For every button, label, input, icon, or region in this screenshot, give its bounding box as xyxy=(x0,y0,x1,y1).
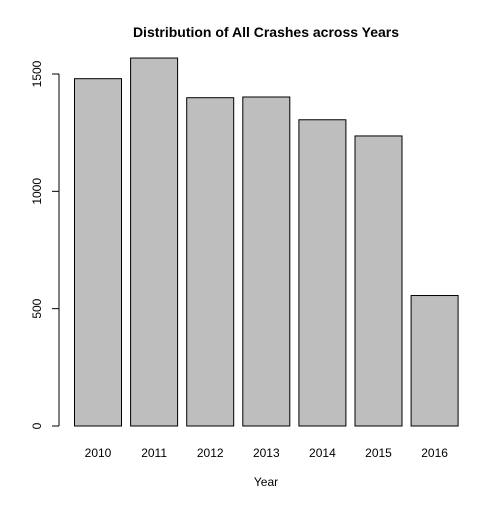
x-tick-label-2015: 2015 xyxy=(365,446,392,460)
x-tick-label-2013: 2013 xyxy=(253,446,280,460)
y-tick-label: 500 xyxy=(30,298,44,318)
bar-2014 xyxy=(298,119,347,427)
bar-2010 xyxy=(74,78,122,427)
bar-2011 xyxy=(130,57,179,427)
chart-title: Distribution of All Crashes across Years xyxy=(133,24,399,40)
bar-2013 xyxy=(242,96,291,427)
bar-2015 xyxy=(354,135,403,427)
bar-2016 xyxy=(410,295,459,427)
x-tick-label-2011: 2011 xyxy=(141,446,167,460)
x-tick-label-2010: 2010 xyxy=(85,446,112,460)
y-tick-label: 1500 xyxy=(30,60,44,87)
x-tick-label-2016: 2016 xyxy=(421,446,448,460)
bar-2012 xyxy=(186,97,235,427)
x-tick-label-2012: 2012 xyxy=(197,446,224,460)
y-tick-label: 1000 xyxy=(30,178,44,205)
y-axis: 0 500 1000 1500 xyxy=(30,60,60,429)
y-tick-label: 0 xyxy=(30,422,44,429)
x-axis-label: Year xyxy=(254,475,278,489)
x-tick-labels: 2010 2011 2012 2013 2014 2015 2016 xyxy=(85,446,449,460)
bars xyxy=(74,57,459,427)
x-tick-label-2014: 2014 xyxy=(309,446,336,460)
